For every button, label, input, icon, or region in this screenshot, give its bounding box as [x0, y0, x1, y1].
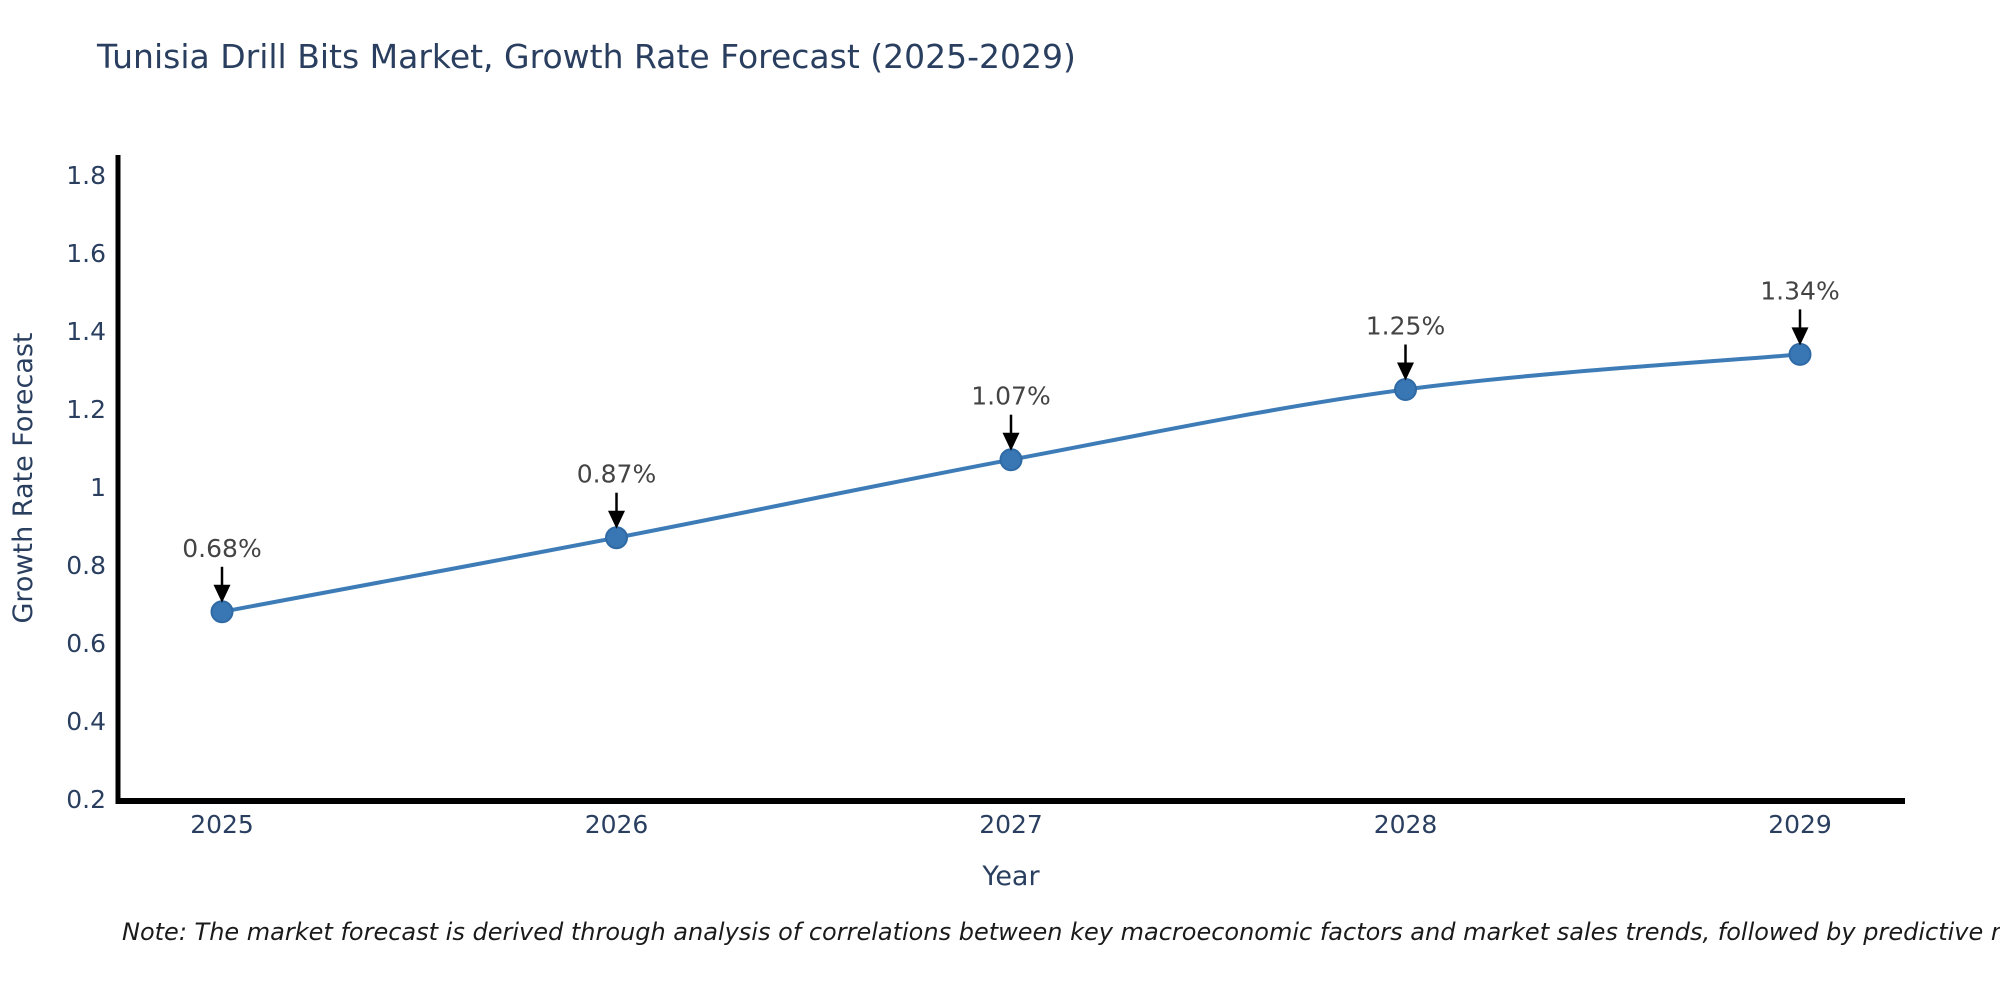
y-tick-label: 1 [90, 473, 106, 502]
data-point-marker [999, 448, 1023, 472]
y-tick-label: 0.4 [66, 707, 106, 736]
annotation-arrowhead [1397, 362, 1414, 381]
annotation-arrowhead [213, 584, 231, 603]
x-tick-label: 2026 [585, 810, 649, 839]
data-point-marker [605, 526, 628, 550]
x-axis-title: Year [981, 861, 1040, 892]
x-tick-label: 2029 [1768, 810, 1832, 839]
chart-footnote: Note: The market forecast is derived thr… [122, 918, 2000, 946]
x-tick-label: 2027 [979, 810, 1043, 839]
annotation-label: 1.25% [1366, 312, 1445, 341]
y-tick-label: 0.8 [66, 551, 106, 580]
x-tick-label: 2028 [1374, 810, 1438, 839]
annotation-arrowhead [608, 510, 625, 529]
y-tick-label: 0.6 [66, 629, 106, 658]
annotation-label: 0.87% [577, 460, 656, 489]
annotation-arrowhead [1002, 432, 1020, 451]
y-tick-label: 0.2 [66, 785, 106, 814]
y-tick-label: 1.8 [66, 161, 106, 190]
annotation-arrowhead [1791, 327, 1809, 346]
y-axis-title: Growth Rate Forecast [8, 332, 39, 623]
data-point-marker [1394, 378, 1417, 401]
annotation-label: 0.68% [182, 534, 261, 563]
y-tick-label: 1.4 [66, 317, 106, 346]
chart-title: Tunisia Drill Bits Market, Growth Rate F… [97, 37, 1076, 76]
annotation-label: 1.07% [971, 382, 1050, 411]
data-point-marker [1788, 342, 1812, 366]
data-point-marker [210, 600, 234, 624]
x-tick-label: 2025 [190, 810, 254, 839]
y-tick-label: 1.2 [66, 395, 106, 424]
annotation-label: 1.34% [1760, 276, 1839, 305]
y-tick-label: 1.6 [66, 239, 106, 268]
